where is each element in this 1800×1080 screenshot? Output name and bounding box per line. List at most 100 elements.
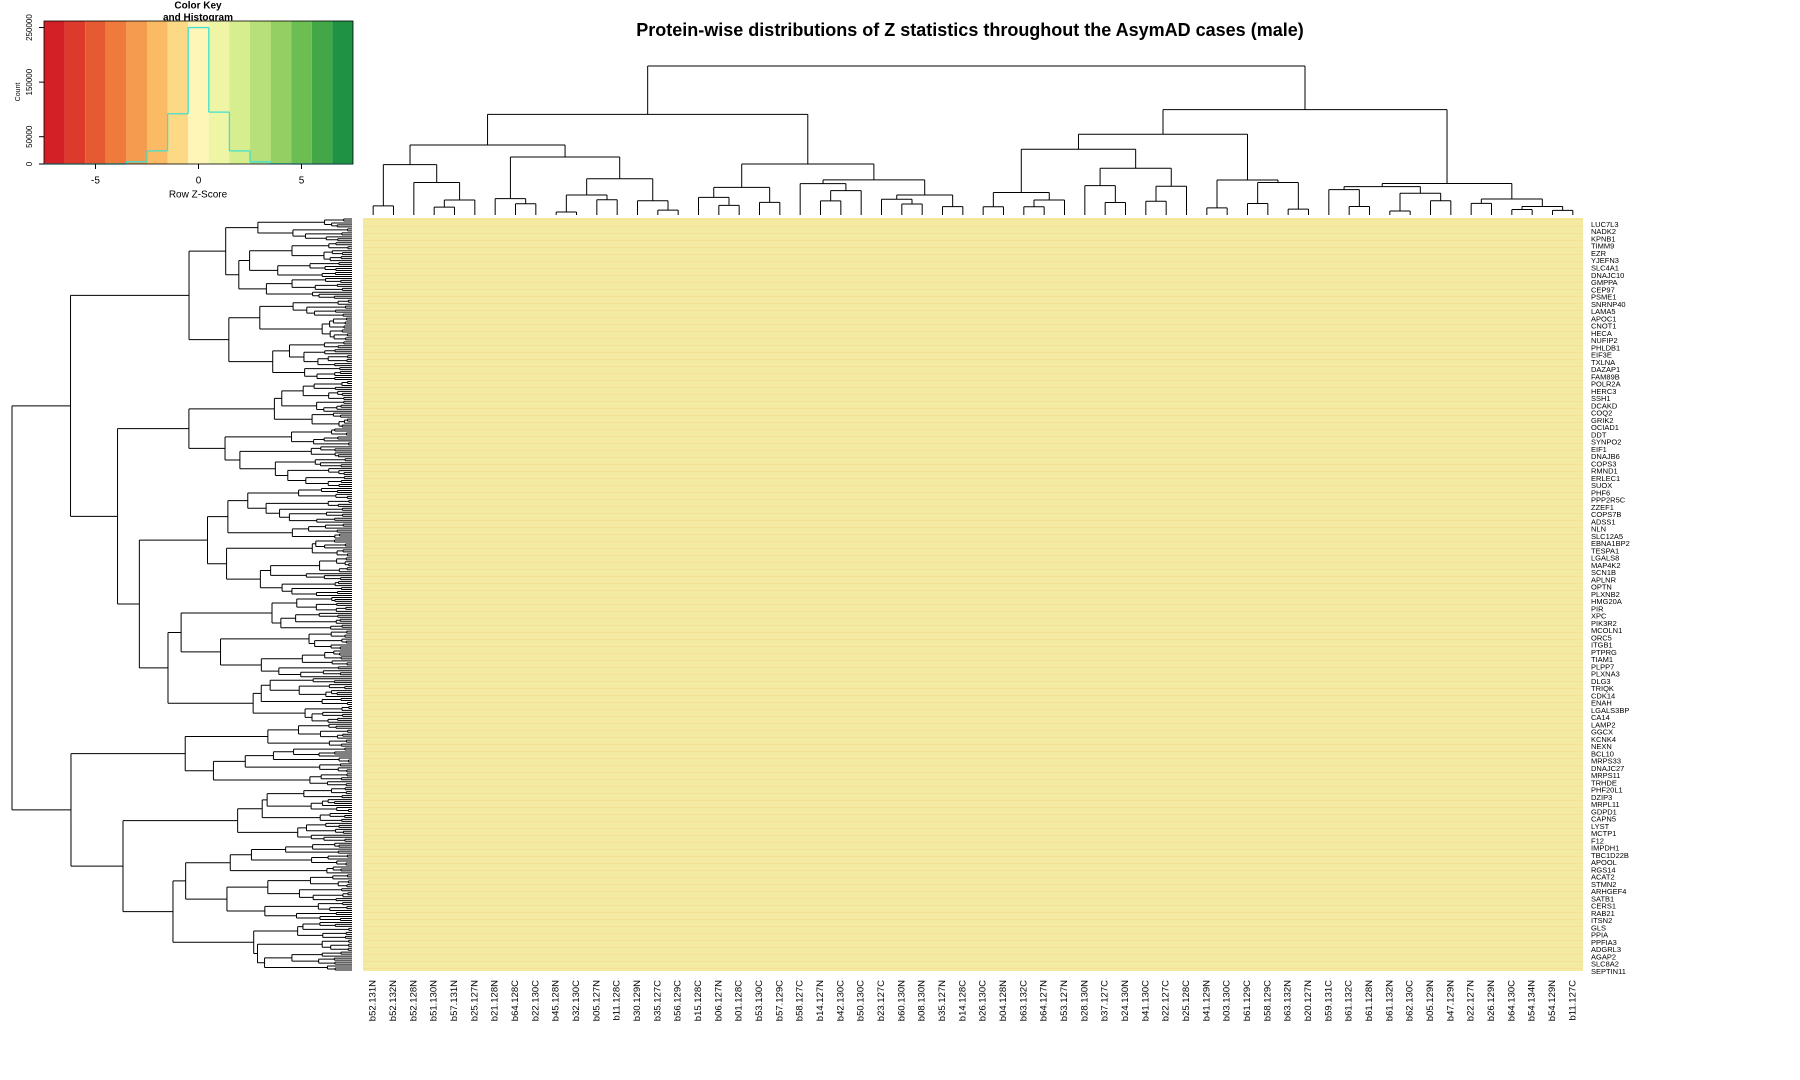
column-label: b37.127C — [1100, 980, 1111, 1021]
row-label: GMPPA — [1591, 278, 1618, 287]
row-label: SLC12A5 — [1591, 532, 1623, 541]
column-label: b01.128C — [734, 980, 745, 1021]
row-label: MRPL11 — [1591, 800, 1620, 809]
row-label: BCL10 — [1591, 749, 1614, 758]
row-label: GDPD1 — [1591, 807, 1617, 816]
row-label: SSH1 — [1591, 394, 1611, 403]
row-label: ITSN2 — [1591, 916, 1612, 925]
column-label: b52.128N — [408, 980, 419, 1021]
x-tick-label: -5 — [91, 176, 100, 187]
key-subtitle: and Histogram — [163, 13, 233, 24]
row-label: PLXNB2 — [1591, 590, 1620, 599]
row-label: MCOLN1 — [1591, 626, 1622, 635]
row-label: DLG3 — [1591, 677, 1611, 686]
column-label: b28.130N — [1079, 980, 1090, 1021]
color-band — [250, 21, 271, 164]
column-label: b05.129N — [1425, 980, 1436, 1021]
color-band — [64, 21, 86, 164]
row-label: F12 — [1591, 836, 1604, 845]
color-band — [126, 21, 147, 164]
column-label: b21.128N — [490, 980, 501, 1021]
row-label: DZIP3 — [1591, 793, 1612, 802]
row-label: SYNPO2 — [1591, 438, 1621, 447]
column-label: b63.132C — [1018, 980, 1029, 1021]
column-label: b14.128C — [957, 980, 968, 1021]
column-label: b57.129C — [774, 980, 785, 1021]
column-label: b11.127C — [1567, 980, 1578, 1021]
column-label: b24.130N — [1120, 980, 1131, 1021]
row-label: EIF3E — [1591, 351, 1612, 360]
row-label: CA14 — [1591, 713, 1610, 722]
row-label: PIR — [1591, 604, 1604, 613]
row-label: SUOX — [1591, 481, 1612, 490]
y-tick-label: 50000 — [25, 125, 34, 148]
row-label: CDK14 — [1591, 691, 1615, 700]
row-label: ENAH — [1591, 699, 1612, 708]
row-label: TRHDE — [1591, 778, 1617, 787]
row-label: TBC1D22B — [1591, 851, 1629, 860]
key-y-label: Count — [15, 83, 22, 102]
row-label: TXLNA — [1591, 358, 1615, 367]
column-label: b25.128C — [1181, 980, 1192, 1021]
column-label: b14.127N — [815, 980, 826, 1021]
row-label: APLNR — [1591, 575, 1617, 584]
column-label: b58.127C — [795, 980, 806, 1021]
y-tick-label: 0 — [25, 161, 34, 166]
column-label: b22.127C — [1161, 980, 1172, 1021]
row-label: SNRNP40 — [1591, 300, 1626, 309]
column-label: b23.127C — [876, 980, 887, 1021]
row-label: FAM89B — [1591, 372, 1620, 381]
color-band — [105, 21, 127, 164]
row-label: LAMA5 — [1591, 307, 1616, 316]
row-label: COQ2 — [1591, 409, 1612, 418]
row-label: LAMP2 — [1591, 720, 1616, 729]
column-label: b63.132N — [1283, 980, 1294, 1021]
row-label: POLR2A — [1591, 380, 1621, 389]
column-label: b41.129N — [1201, 980, 1212, 1021]
row-label: NUFIP2 — [1591, 336, 1618, 345]
row-label: ZZEF1 — [1591, 503, 1614, 512]
row-label: STMN2 — [1591, 880, 1616, 889]
row-label: TRIQK — [1591, 684, 1614, 693]
x-tick-label: 5 — [299, 176, 305, 187]
row-label: PPIA — [1591, 931, 1608, 940]
y-tick-label: 250000 — [25, 14, 34, 41]
row-label: ACAT2 — [1591, 873, 1615, 882]
row-label: RMND1 — [1591, 467, 1618, 476]
key-title: Color Key — [174, 1, 222, 12]
column-label: b41.130C — [1140, 980, 1151, 1021]
row-label: HECA — [1591, 329, 1612, 338]
column-label: b53.127N — [1059, 980, 1070, 1021]
row-label: COPS7B — [1591, 510, 1621, 519]
row-label: CNOT1 — [1591, 322, 1616, 331]
column-label: b42.130C — [835, 980, 846, 1021]
row-label: TESPA1 — [1591, 546, 1619, 555]
row-label: APOC1 — [1591, 314, 1616, 323]
column-label: b04.128N — [998, 980, 1009, 1021]
row-label: MRPS11 — [1591, 771, 1620, 780]
column-label: b32.130C — [571, 980, 582, 1021]
row-label: MAP4K2 — [1591, 561, 1621, 570]
column-label: b25.127N — [469, 980, 480, 1021]
row-label: KPNB1 — [1591, 234, 1616, 243]
row-label: DNAJB6 — [1591, 452, 1620, 461]
column-label: b64.130C — [1506, 980, 1517, 1021]
row-label: PIK3R2 — [1591, 619, 1617, 628]
color-band — [208, 21, 230, 164]
column-label: b53.130C — [754, 980, 765, 1021]
row-label: GGCX — [1591, 728, 1613, 737]
column-label: b59.131C — [1323, 980, 1334, 1021]
row-label: AGAP2 — [1591, 952, 1616, 961]
column-label: b22.130C — [530, 980, 541, 1021]
column-label: b20.127N — [1303, 980, 1314, 1021]
row-label: DAZAP1 — [1591, 365, 1620, 374]
row-label: LGALS3BP — [1591, 706, 1629, 715]
color-band — [270, 21, 292, 164]
color-band — [229, 21, 250, 164]
row-dendrogram — [11, 218, 352, 971]
column-label: b57.131N — [449, 980, 460, 1021]
key-x-label: Row Z-Score — [169, 190, 228, 201]
row-label: CAPN5 — [1591, 815, 1616, 824]
row-label: NEXN — [1591, 742, 1612, 751]
